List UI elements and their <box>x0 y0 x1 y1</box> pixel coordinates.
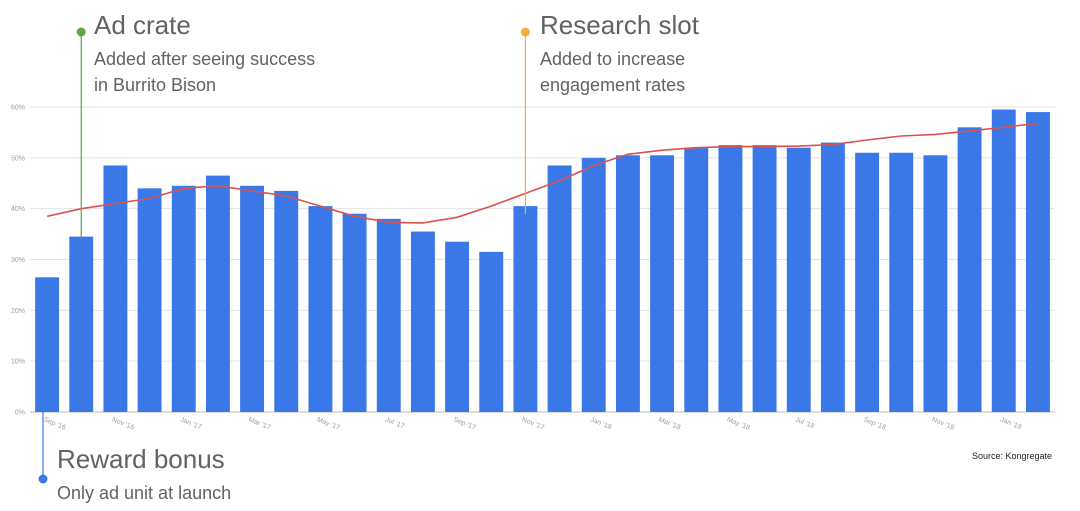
bar <box>342 213 367 412</box>
bar <box>718 145 743 412</box>
bar <box>820 142 845 413</box>
bar <box>171 185 196 412</box>
x-tick-label: Nov '16 <box>111 416 136 431</box>
bar <box>479 251 504 412</box>
y-axis-ticks: 0% 10% 20% 30% 40% 50% 60% <box>11 105 25 417</box>
annotation-research-slot-title: Research slot <box>540 10 699 40</box>
x-tick-label: Sep '17 <box>452 416 477 431</box>
bar <box>513 206 538 412</box>
bar <box>855 152 880 412</box>
bar <box>376 218 401 412</box>
y-tick-label: 40% <box>11 206 25 213</box>
bar <box>410 231 435 412</box>
x-tick-label: Sep '18 <box>862 416 887 431</box>
ad-crate-marker-dot <box>76 27 86 37</box>
bar <box>684 147 709 412</box>
bar <box>445 241 470 412</box>
x-tick-label: Jan '17 <box>179 416 202 431</box>
annotation-research-slot-line-1: Added to increase <box>540 49 686 69</box>
reward-bonus-marker-dot <box>38 474 48 484</box>
y-tick-label: 60% <box>11 105 25 112</box>
bar <box>274 190 299 412</box>
y-tick-label: 50% <box>11 155 25 162</box>
bar <box>103 165 128 412</box>
x-tick-label: Sep '16 <box>42 416 67 431</box>
bar <box>957 127 982 412</box>
bar <box>137 188 162 412</box>
x-tick-label: Mar '18 <box>657 416 681 431</box>
y-tick-label: 10% <box>11 359 25 366</box>
x-tick-label: Jul '18 <box>794 416 815 430</box>
bar <box>581 157 606 412</box>
bar <box>547 165 572 412</box>
x-tick-label: Nov '17 <box>521 416 546 431</box>
bar <box>205 175 230 412</box>
x-tick-label: May '17 <box>316 416 341 432</box>
annotation-research-slot-line-2: engagement rates <box>540 75 686 95</box>
bar <box>923 155 948 412</box>
y-tick-label: 0% <box>15 410 25 417</box>
bar <box>1025 112 1050 412</box>
bar <box>69 236 94 412</box>
gridlines <box>30 106 1055 413</box>
annotation-reward-bonus-line-1: Only ad unit at launch <box>57 483 232 503</box>
x-tick-label: Jul '17 <box>384 416 405 430</box>
annotation-research-slot-description: Added to increase engagement rates <box>540 46 685 98</box>
trend-line-series <box>46 122 1038 224</box>
research-slot-marker-dot <box>520 27 530 37</box>
bar <box>752 145 777 412</box>
bar <box>240 185 265 412</box>
x-tick-label: Mar '17 <box>247 416 271 431</box>
annotation-ad-crate-line-2: in Burrito Bison <box>94 75 217 95</box>
y-tick-label: 20% <box>11 308 25 315</box>
bar <box>615 155 640 412</box>
bar <box>650 155 675 412</box>
bar <box>889 152 914 412</box>
bar <box>308 206 333 412</box>
annotation-ad-crate-description: Added after seeing success in Burrito Bi… <box>94 46 315 98</box>
bar <box>35 277 60 412</box>
source-note: Source: Kongregate <box>972 451 1053 461</box>
bar <box>786 147 811 412</box>
trend-line <box>46 122 1038 224</box>
annotation-leaders <box>38 27 530 484</box>
bar-series <box>35 109 1050 413</box>
x-tick-label: Jan '18 <box>589 416 612 431</box>
x-tick-label: May '18 <box>726 416 751 432</box>
y-tick-label: 30% <box>11 257 25 264</box>
annotation-reward-bonus-title: Reward bonus <box>57 444 225 474</box>
annotation-ad-crate-line-1: Added after seeing success <box>94 49 316 69</box>
x-axis-ticks: Sep '16 Nov '16 Jan '17 Mar '17 May '17 Jul '… <box>42 416 1022 432</box>
annotation-ad-crate-title: Ad crate <box>94 10 191 40</box>
annotation-reward-bonus-description: Only ad unit at launch <box>57 480 231 506</box>
bar <box>991 109 1016 413</box>
x-tick-label: Jan '19 <box>999 416 1022 431</box>
x-tick-label: Nov '18 <box>931 416 956 431</box>
